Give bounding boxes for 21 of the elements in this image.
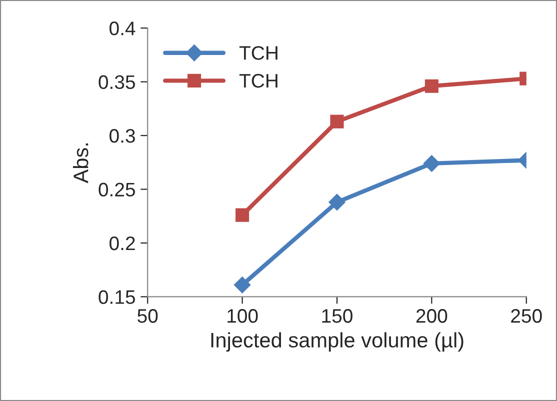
point: [330, 114, 344, 128]
x-tick-label: 100: [228, 309, 258, 323]
x-tick-label: 250: [511, 309, 542, 323]
x-tick-label: 50: [138, 309, 158, 323]
y-tick-label: 0.4: [110, 22, 136, 36]
x-tick-label: 150: [322, 309, 352, 323]
y-axis-title: Abs.: [72, 143, 88, 184]
point: [236, 208, 250, 222]
y-tick-label: 0.2: [110, 236, 135, 250]
point: [328, 194, 346, 211]
point: [234, 276, 251, 294]
y-tick-label: 0.15: [98, 290, 135, 304]
point: [423, 155, 440, 172]
y-tick-label: 0.25: [98, 182, 135, 197]
x-tick-label: 200: [416, 309, 448, 323]
y-tick-label: 0.3: [110, 129, 135, 143]
y-tick-label: 0.35: [98, 75, 135, 90]
legend-label: TCH: [239, 74, 278, 88]
x-axis-title: Injected sample volume (µl): [211, 332, 464, 352]
legend-label: TCH: [239, 46, 278, 60]
point: [424, 79, 438, 93]
